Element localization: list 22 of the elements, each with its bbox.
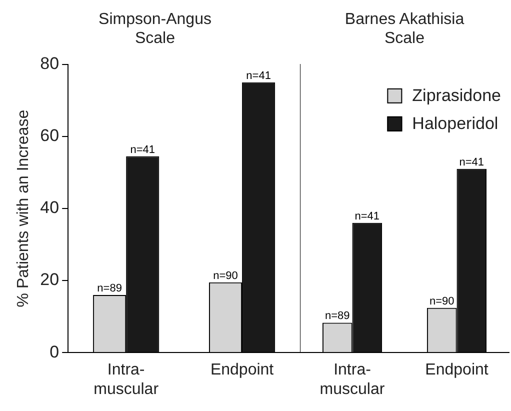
y-tick-label: 40 [40,198,60,218]
y-axis-title: % Patients with an Increase [15,110,32,308]
annotation: n=41 [246,70,271,82]
annotation: n=89 [97,282,122,294]
x-tick-label: Intra- muscular [94,362,160,398]
x-tick-label: Endpoint [210,362,274,379]
x-tick-label: Intra- muscular [320,362,386,398]
legend-label: Haloperidol [412,114,498,134]
annotation: n=90 [213,270,238,282]
legend-label: Ziprasidone [412,86,501,106]
chart-title: Simpson-Angus Scale [98,11,212,48]
annotation: n=41 [130,144,155,156]
y-tick-label: 20 [40,270,60,290]
x-tick-label: Endpoint [425,362,489,379]
annotation: n=41 [354,210,380,222]
annotation: n=89 [324,310,350,322]
y-tick-label: 60 [40,126,60,146]
annotation: n=41 [459,156,484,168]
chart-title: Barnes Akathisia Scale [344,11,464,48]
y-tick-label: 0 [50,342,60,362]
annotation: n=90 [429,295,454,308]
y-tick-label: 80 [40,54,60,74]
